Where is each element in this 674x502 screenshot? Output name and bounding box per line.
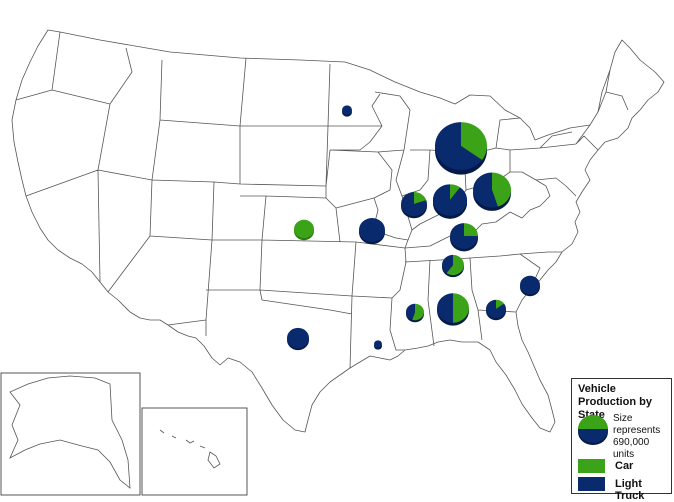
- truck-label: Light Truck: [615, 478, 645, 502]
- pie-slice-car: [464, 223, 478, 236]
- pie-texas: [287, 327, 309, 351]
- pie-slice-truck: [400, 192, 427, 216]
- legend-size-symbol: [578, 415, 608, 445]
- pie-mississippi: [405, 303, 425, 323]
- legend-title: Vehicle Production by State: [578, 383, 652, 421]
- pie-missouri: [359, 218, 385, 245]
- pie-wisconsin: [400, 192, 427, 219]
- legend: Vehicle Production by State Size represe…: [571, 378, 672, 502]
- hawaii-shape: [159, 429, 221, 469]
- pie-slice-truck: [374, 340, 382, 348]
- pie-slice-car: [414, 192, 427, 204]
- pie-slice-truck: [520, 275, 540, 295]
- pie-slice-truck: [437, 293, 453, 323]
- truck-swatch: [578, 477, 605, 491]
- pie-slice-truck: [486, 299, 507, 319]
- pie-slice-car: [453, 293, 469, 323]
- inset-boxes: [0, 372, 248, 496]
- pie-slice-truck: [435, 122, 483, 170]
- pie-georgia: [486, 299, 507, 321]
- pie-slice-car: [496, 299, 505, 309]
- pie-slice-car: [412, 303, 425, 321]
- pie-slice-truck: [405, 303, 415, 320]
- legend-size-text: Size represents 690,000 units: [613, 413, 661, 460]
- pie-michigan: [435, 122, 488, 175]
- pie-slice-car: [294, 219, 314, 239]
- pie-slice-car: [450, 184, 460, 200]
- pie-slice-truck: [432, 184, 467, 216]
- state-boundaries: [11, 29, 665, 433]
- car-swatch: [578, 459, 605, 473]
- pie-kansas: [294, 219, 314, 241]
- pie-kentucky: [450, 223, 478, 252]
- us-outline: [11, 29, 665, 433]
- pie-minnesota: [342, 105, 352, 117]
- pie-slice-car: [461, 122, 488, 161]
- pie-slice-truck: [441, 254, 453, 274]
- pie-indiana: [432, 184, 467, 219]
- pie-alabama: [437, 293, 469, 326]
- alaska-shape: [9, 375, 131, 489]
- pie-ohio: [473, 172, 511, 211]
- pie-layer: [287, 105, 540, 351]
- pie-slice-truck: [342, 105, 352, 115]
- pie-louisiana: [374, 340, 382, 350]
- pie-slice-car: [492, 172, 511, 207]
- pie-slice-truck: [287, 327, 309, 349]
- pie-slice-truck: [450, 223, 478, 249]
- pie-south-carolina: [520, 275, 540, 297]
- state-lines: [15, 31, 629, 369]
- pie-slice-truck: [359, 218, 385, 242]
- hawaii-inset: [141, 407, 248, 496]
- pie-slice-truck: [473, 172, 498, 208]
- car-label: Car: [615, 460, 634, 472]
- pie-slice-car: [446, 254, 464, 276]
- pie-tennessee: [441, 254, 464, 278]
